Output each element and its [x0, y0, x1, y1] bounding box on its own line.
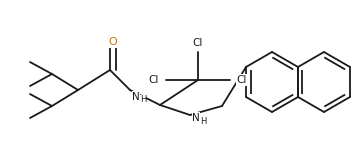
Text: H: H: [200, 117, 206, 126]
Text: Cl: Cl: [149, 75, 159, 85]
Text: N: N: [192, 113, 200, 123]
Text: N: N: [132, 92, 140, 102]
Text: Cl: Cl: [193, 38, 203, 48]
Text: H: H: [140, 95, 146, 105]
Text: O: O: [108, 37, 117, 47]
Text: Cl: Cl: [237, 75, 247, 85]
